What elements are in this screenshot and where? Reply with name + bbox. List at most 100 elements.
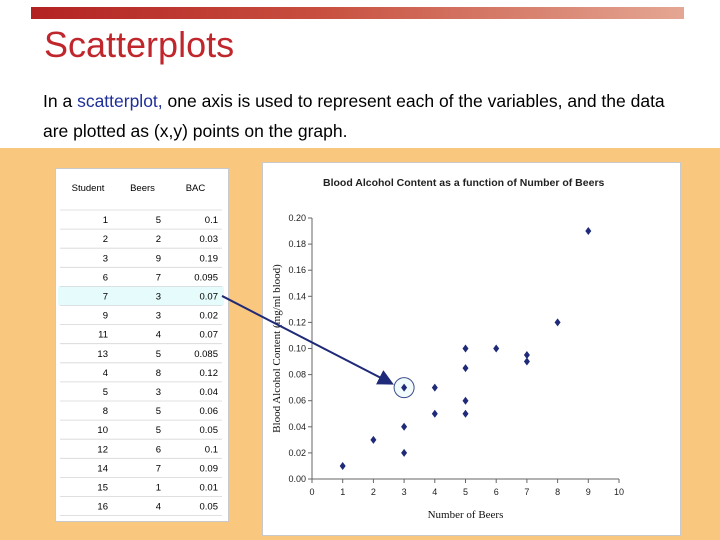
x-tick-label: 0 — [309, 487, 314, 497]
data-point — [523, 357, 530, 366]
y-tick-label: 0.16 — [288, 265, 306, 275]
table-cell: 11 — [98, 330, 108, 341]
table-cell: 0.05 — [200, 425, 219, 436]
slide-title: Scatterplots — [44, 24, 235, 65]
table-row: 11 4 0.07 — [60, 324, 222, 341]
table-row: 6 7 0.095 — [60, 266, 222, 283]
table-cell: 3 — [156, 291, 161, 302]
table-cell: 1 — [103, 215, 108, 226]
x-tick-label: 8 — [555, 487, 560, 497]
table-cell: 7 — [156, 463, 161, 474]
table-row: 4 8 0.12 — [60, 362, 222, 379]
data-point — [523, 351, 530, 360]
intro-text-end: one axis is used to represent each of th… — [43, 91, 665, 141]
table-header-student: Student — [72, 183, 105, 194]
y-tick-label: 0.08 — [288, 370, 306, 380]
table-cell: 0.06 — [200, 406, 219, 417]
table-row: 5 3 0.04 — [60, 381, 222, 398]
data-point — [462, 409, 469, 418]
table-cell: 8 — [156, 368, 161, 379]
table-row: 9 3 0.02 — [60, 305, 222, 322]
table-cell: 0.1 — [205, 444, 218, 455]
data-point — [462, 344, 469, 353]
table-cell: 0.1 — [205, 215, 218, 226]
table-cell: 5 — [156, 349, 161, 360]
table-cell: 2 — [156, 234, 161, 245]
x-tick-label: 10 — [614, 487, 624, 497]
table-cell: 5 — [103, 387, 108, 398]
table-row: 10 5 0.05 — [60, 419, 222, 436]
title-accent-bar — [31, 7, 684, 19]
table-cell: 0.12 — [200, 368, 219, 379]
table-row: 12 6 0.1 — [60, 438, 222, 455]
x-tick-label: 9 — [586, 487, 591, 497]
data-point — [370, 435, 377, 444]
x-tick-label: 3 — [402, 487, 407, 497]
table-cell: 5 — [156, 406, 161, 417]
table-cell: 12 — [97, 444, 108, 455]
x-tick-label: 7 — [524, 487, 529, 497]
y-tick-label: 0.00 — [288, 474, 306, 484]
data-point — [401, 448, 408, 457]
table-cell: 0.07 — [200, 291, 219, 302]
y-tick-label: 0.12 — [288, 317, 306, 327]
table-header-beers: Beers — [130, 183, 155, 194]
data-point — [431, 409, 438, 418]
table-cell: 6 — [103, 272, 108, 283]
table-row: 13 5 0.085 — [60, 343, 222, 360]
x-axis-label: Number of Beers — [428, 509, 504, 521]
data-point — [554, 318, 561, 327]
table-cell: 0.03 — [200, 234, 219, 245]
table-cell: 0.07 — [200, 330, 219, 341]
table-cell: 0.04 — [200, 387, 219, 398]
table-cell: 16 — [97, 502, 108, 513]
y-tick-label: 0.10 — [288, 344, 306, 354]
x-tick-label: 4 — [432, 487, 437, 497]
table-row: 15 1 0.01 — [60, 476, 222, 493]
y-tick-label: 0.18 — [288, 239, 306, 249]
table-cell: 5 — [156, 215, 161, 226]
table-row: 14 7 0.09 — [60, 457, 222, 474]
table-cell: 0.09 — [200, 463, 219, 474]
table-header-bac: BAC — [186, 183, 206, 194]
intro-keyword: scatterplot, — [77, 91, 163, 111]
x-tick-label: 1 — [340, 487, 345, 497]
table-cell: 7 — [103, 291, 108, 302]
table-cell: 4 — [156, 330, 161, 341]
data-point — [401, 422, 408, 431]
table-row: 16 4 0.05 — [60, 496, 222, 513]
table-cell: 0.05 — [200, 502, 219, 513]
table-cell: 9 — [103, 311, 108, 322]
data-point — [462, 396, 469, 405]
table-cell: 3 — [103, 253, 108, 264]
table-row: 2 2 0.03 — [60, 228, 222, 245]
table-cell: 13 — [97, 349, 108, 360]
data-point — [493, 344, 500, 353]
y-tick-label: 0.06 — [288, 396, 306, 406]
scatter-chart-panel: Blood Alcohol Content as a function of N… — [262, 162, 681, 536]
data-point — [339, 461, 346, 470]
x-tick-label: 6 — [494, 487, 499, 497]
table-cell: 3 — [156, 311, 161, 322]
data-point — [401, 383, 408, 392]
y-tick-label: 0.20 — [288, 213, 306, 223]
table-cell: 2 — [103, 234, 108, 245]
scatter-chart: Blood Alcohol Content as a function of N… — [271, 177, 624, 521]
intro-text: In a scatterplot, one axis is used to re… — [43, 86, 693, 146]
table-cell: 4 — [156, 502, 161, 513]
table-cell: 0.01 — [200, 482, 219, 493]
table-row: 8 5 0.06 — [60, 400, 222, 417]
table-cell: 1 — [156, 482, 161, 493]
table-cell: 8 — [103, 406, 108, 417]
table-cell: 3 — [156, 387, 161, 398]
table-row-highlight — [58, 286, 224, 306]
table-cell: 7 — [156, 272, 161, 283]
data-point — [431, 383, 438, 392]
data-point — [462, 364, 469, 373]
y-axis-label: Blood Alcohol Content (mg/ml blood) — [271, 264, 283, 433]
table-cell: 0.02 — [200, 311, 219, 322]
table-row: 1 5 0.1 — [60, 209, 222, 226]
table-cell: 14 — [97, 463, 108, 474]
table-row: 3 9 0.19 — [60, 247, 222, 264]
